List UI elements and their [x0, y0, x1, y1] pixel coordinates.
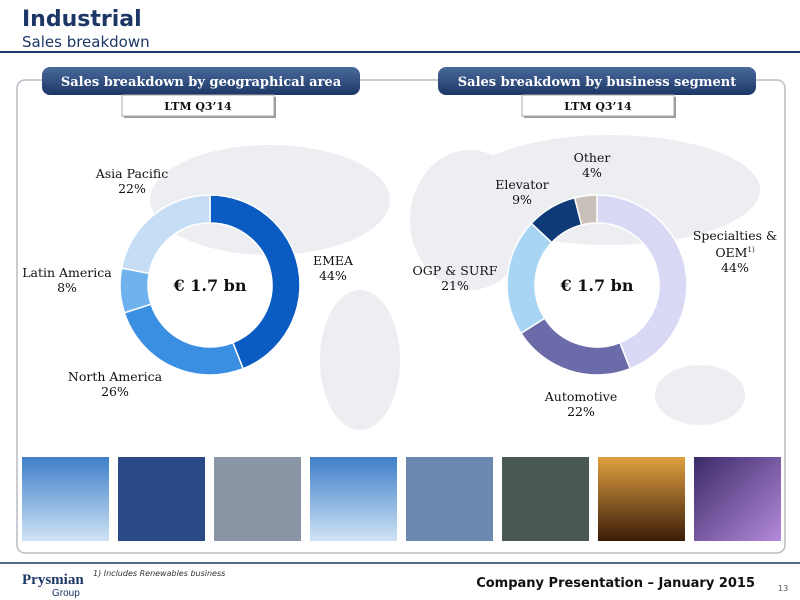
segment-label: OGP & SURF 21% [405, 263, 505, 293]
segment-name: Asia Pacific [95, 166, 169, 181]
segment-value: 21% [441, 278, 469, 293]
center-label: € 1.7 bn [173, 276, 247, 295]
chart-subtitle: LTM Q3’14 [164, 100, 232, 113]
segment-value: 22% [118, 181, 146, 196]
footer-text: Company Presentation – January 2015 [476, 576, 755, 591]
segment-label: Asia Pacific 22% [82, 166, 182, 196]
donut-segment [573, 194, 598, 226]
donut-segment [120, 194, 211, 275]
segment-value: 26% [101, 384, 129, 399]
segment-value: 8% [57, 280, 77, 295]
segment-value: 44% [319, 268, 347, 283]
section-pill [438, 67, 756, 95]
segment-name: EMEA [312, 253, 354, 268]
footnote: 1) Includes Renewables business [93, 569, 225, 578]
donut-segment [119, 267, 152, 314]
segment-name: OGP & SURF [412, 263, 498, 278]
logo-sub: Group [52, 588, 80, 599]
segment-label: Other 4% [562, 150, 622, 180]
page-subtitle: Sales breakdown [22, 33, 150, 51]
segment-name: North America [67, 369, 163, 384]
section-pill [42, 67, 360, 95]
segment-label: Latin America 8% [17, 265, 117, 295]
segment-name: Automotive [544, 389, 618, 404]
segment-label: Automotive 22% [526, 389, 636, 419]
photo-strip [22, 457, 781, 541]
donut-segment [596, 194, 688, 370]
segment-label: Elevator 9% [482, 177, 562, 207]
segment-label: Specialties & OEM1) 44% [688, 228, 783, 275]
segment-value: 22% [567, 404, 595, 419]
segment-value: 4% [582, 165, 602, 180]
note-mark: 1) [747, 246, 755, 254]
segment-value: 44% [721, 260, 749, 276]
segment-name: Latin America [22, 265, 112, 280]
donut-segment [209, 194, 301, 370]
segment-label: EMEA 44% [293, 253, 373, 283]
chart-title: Sales breakdown by geographical area [61, 75, 342, 90]
page-title: Industrial [22, 7, 142, 32]
period-box [121, 94, 275, 117]
center-label: € 1.7 bn [560, 276, 634, 295]
period-box [521, 94, 675, 117]
segment-name: Specialties & OEM [692, 228, 778, 261]
segment-name: Other [573, 150, 611, 165]
world-map [150, 135, 760, 430]
segment-label: North America 26% [60, 369, 170, 399]
chart-title: Sales breakdown by business segment [458, 75, 736, 90]
chart-subtitle: LTM Q3’14 [564, 100, 632, 113]
segment-value: 9% [512, 192, 532, 207]
segment-name: Elevator [495, 177, 549, 192]
logo: Prysmian [22, 572, 84, 588]
page-number: 13 [778, 584, 788, 593]
